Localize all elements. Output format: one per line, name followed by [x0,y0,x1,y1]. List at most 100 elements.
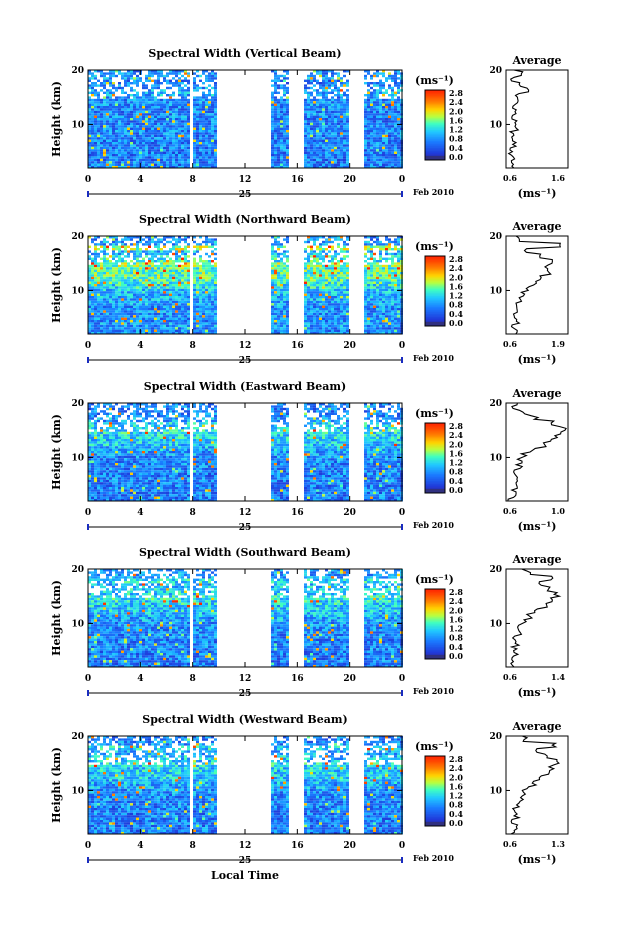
heatmap-cell [319,332,322,335]
heatmap-cell [307,327,310,330]
heatmap-cell [160,118,163,121]
heatmap-cell [121,146,124,150]
heatmap-cell [178,269,181,272]
heatmap-cell [151,276,154,280]
heatmap-cell [178,274,181,277]
heatmap-cell [118,310,121,313]
heatmap-cell [127,264,130,268]
heatmap-cell [100,320,103,323]
heatmap-cell [214,269,217,272]
heatmap-cell [364,166,367,169]
heatmap-cell [283,279,286,282]
heatmap-cell [160,154,163,157]
heatmap-cell [202,154,205,157]
heatmap-cell [148,320,151,323]
heatmap-cell [313,154,316,157]
heatmap-cell [169,101,172,104]
heatmap-cell [346,122,349,126]
heatmap-cell [109,329,112,332]
heatmap-cell [280,252,283,256]
heatmap-cell [160,305,163,308]
heatmap-cell [313,332,316,335]
heatmap-cell [376,110,379,114]
heatmap-cell [382,127,385,130]
heatmap-cell [160,139,163,142]
heatmap-cell [283,146,286,150]
heatmap-cell [88,250,91,253]
heatmap-cell [316,115,319,118]
heatmap-cell [118,267,121,270]
heatmap-cell [304,156,307,159]
heatmap-cell [397,91,400,94]
heatmap-cell [307,262,310,265]
heatmap-cell [148,279,151,282]
heatmap-cell [394,79,397,82]
heatmap-cell [325,312,328,316]
heatmap-cell [286,137,289,140]
heatmap-cell [199,303,202,306]
heatmap-cell [148,89,151,92]
heatmap-cell [106,236,109,239]
heatmap-cell [283,86,286,90]
heatmap-cell [115,296,118,299]
heatmap-cell [316,161,319,164]
heatmap-cell [283,137,286,140]
heatmap-cell [154,312,157,316]
heatmap-cell [154,298,157,301]
heatmap-cell [331,101,334,104]
heatmap-cell [154,279,157,282]
heatmap-cell [280,272,283,275]
heatmap-cell [397,84,400,87]
heatmap-cell [199,305,202,308]
heatmap-cell [277,329,280,332]
heatmap-cell [280,144,283,147]
heatmap-cell [103,303,106,306]
heatmap-cell [88,98,91,102]
heatmap-cell [394,122,397,126]
heatmap-cell [142,276,145,280]
heatmap-cell [94,118,97,121]
heatmap-cell [154,276,157,280]
heatmap-cell [379,115,382,118]
heatmap-cell [109,72,112,75]
heatmap-cell [112,274,115,277]
heatmap-cell [364,127,367,130]
heatmap-cell [397,110,400,114]
heatmap-cell [388,120,391,123]
heatmap-cell [148,288,151,292]
heatmap-cell [106,284,109,287]
heatmap-cell [94,252,97,256]
heatmap-cell [127,286,130,289]
heatmap-cell [391,151,394,154]
heatmap-cell [157,322,160,325]
heatmap-cell [121,113,124,116]
heatmap-cell [112,125,115,128]
heatmap-cell [325,72,328,75]
heatmap-cell [88,272,91,275]
heatmap-cell [328,110,331,114]
heatmap-cell [307,158,310,162]
heatmap-cell [103,118,106,121]
heatmap-cell [277,252,280,256]
heatmap-cell [388,161,391,164]
heatmap-cell [154,118,157,121]
heatmap-cell [328,154,331,157]
heatmap-cell [112,324,115,328]
heatmap-cell [148,284,151,287]
heatmap-cell [214,110,217,114]
heatmap-cell [193,296,196,299]
heatmap-cell [103,106,106,109]
heatmap-cell [325,303,328,306]
heatmap-cell [313,269,316,272]
heatmap-cell [307,300,310,304]
heatmap-cell [166,236,169,239]
heatmap-cell [163,125,166,128]
heatmap-cell [310,154,313,157]
heatmap-cell [124,284,127,287]
heatmap-cell [88,255,91,258]
heatmap-cell [364,74,367,78]
heatmap-cell [178,146,181,150]
heatmap-cell [88,269,91,272]
heatmap-cell [187,86,190,90]
heatmap-cell [334,130,337,133]
